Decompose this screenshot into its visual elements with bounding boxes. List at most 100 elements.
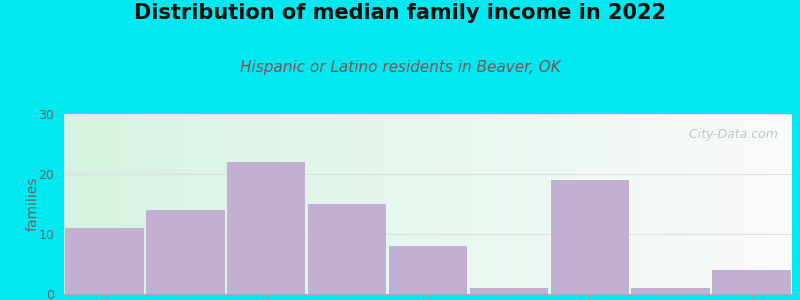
Bar [384,114,386,294]
Bar [71,114,74,294]
Bar [630,114,632,294]
Bar [564,114,566,294]
Bar [542,114,545,294]
Bar [477,114,479,294]
Bar [557,114,559,294]
Bar [331,114,334,294]
Bar [613,114,615,294]
Bar [414,114,416,294]
Bar [440,114,442,294]
Bar [644,114,646,294]
Bar [355,114,358,294]
Bar [127,114,130,294]
Bar [632,114,634,294]
Bar [273,114,275,294]
Bar [158,114,161,294]
Bar [607,114,610,294]
Bar [688,114,690,294]
Bar [559,114,562,294]
Bar [76,114,78,294]
Bar [753,114,755,294]
Bar [367,114,370,294]
Bar [377,114,379,294]
Bar [329,114,331,294]
Bar [571,114,574,294]
Bar [673,114,675,294]
Bar [88,114,90,294]
Bar [270,114,273,294]
Bar [581,114,583,294]
Bar [569,114,571,294]
Bar [338,114,341,294]
Bar [462,114,464,294]
Bar [545,114,547,294]
Bar [430,114,433,294]
Bar [95,114,98,294]
Bar [646,114,649,294]
Bar [170,114,173,294]
Bar [588,114,590,294]
Y-axis label: families: families [26,177,40,231]
Bar [590,114,593,294]
Bar [290,114,292,294]
Bar [510,114,513,294]
Bar [734,114,736,294]
Bar [314,114,316,294]
Bar [503,114,506,294]
Bar [438,114,440,294]
Bar [318,114,322,294]
Bar [212,114,214,294]
Bar [311,114,314,294]
Bar [682,114,686,294]
Bar [527,114,530,294]
Bar [362,114,365,294]
Bar [210,114,212,294]
Bar [550,180,629,294]
Bar [602,114,605,294]
Bar [625,114,627,294]
Bar [576,114,578,294]
Bar [287,114,290,294]
Bar [710,114,712,294]
Bar [74,114,76,294]
Bar [404,114,406,294]
Bar [326,114,329,294]
Bar [491,114,494,294]
Bar [498,114,501,294]
Bar [615,114,618,294]
Bar [501,114,503,294]
Bar [374,114,377,294]
Bar [195,114,198,294]
Bar [142,114,144,294]
Bar [738,114,741,294]
Bar [282,114,285,294]
Bar [292,114,294,294]
Bar [309,114,311,294]
Bar [178,114,181,294]
Bar [761,114,763,294]
Bar [285,114,287,294]
Bar [702,114,705,294]
Bar [402,114,404,294]
Bar [411,114,414,294]
Bar [534,114,537,294]
Bar [144,114,146,294]
Bar [156,114,158,294]
Bar [397,114,399,294]
Bar [389,114,392,294]
Bar [132,114,134,294]
Bar [161,114,163,294]
Bar [698,114,700,294]
Bar [146,210,225,294]
Bar [322,114,324,294]
Bar [122,114,125,294]
Bar [746,114,748,294]
Bar [222,114,224,294]
Bar [278,114,280,294]
Bar [261,114,263,294]
Bar [246,114,249,294]
Bar [766,114,768,294]
Bar [486,114,489,294]
Bar [214,114,217,294]
Bar [234,114,236,294]
